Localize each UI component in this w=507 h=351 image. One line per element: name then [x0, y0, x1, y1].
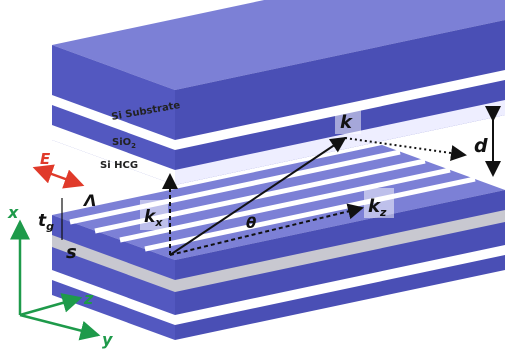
x-axis-label: x — [7, 203, 19, 222]
angle-label: θ — [246, 214, 256, 232]
period-label: Λ — [82, 191, 96, 210]
grating-label: Si HCG — [100, 160, 138, 171]
z-axis-label: z — [83, 289, 94, 308]
field-label: E — [40, 150, 51, 168]
thickness-label: tg — [38, 211, 54, 233]
top-slab — [52, 0, 505, 185]
bottom-slab — [52, 145, 505, 340]
y-axis-label: y — [102, 330, 113, 349]
gap-label: d — [474, 135, 488, 157]
spacing-label: s — [66, 242, 77, 263]
k-label: k — [340, 112, 353, 133]
hcg-diagram: Si Substrate SiO2 Si HCG E Λ tg s kx θ k… — [0, 0, 507, 351]
